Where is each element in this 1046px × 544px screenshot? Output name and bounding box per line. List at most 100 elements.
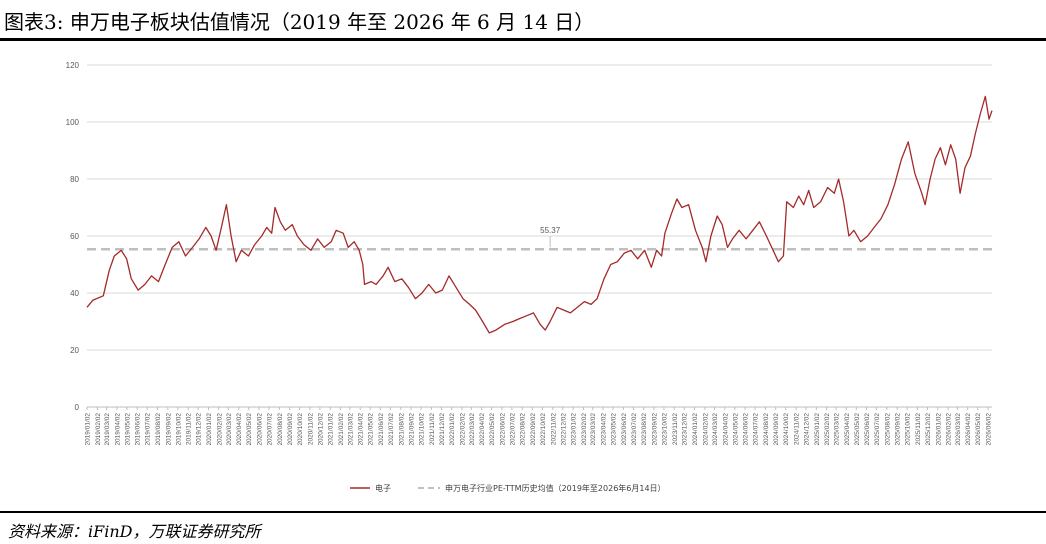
x-tick-label: 2020/07/02 bbox=[266, 413, 273, 446]
x-tick-label: 2024/04/02 bbox=[722, 413, 729, 446]
x-tick-label: 2021/03/02 bbox=[347, 413, 354, 446]
x-tick-label: 2022/02/02 bbox=[459, 413, 466, 446]
x-tick-label: 2024/03/02 bbox=[712, 413, 719, 446]
x-tick-label: 2021/05/02 bbox=[368, 413, 375, 446]
legend: 电子 申万电子行业PE-TTM历史均值（2019年至2026年6月14日） bbox=[350, 483, 666, 493]
x-tick-label: 2023/03/02 bbox=[590, 413, 597, 446]
x-tick-label: 2021/08/02 bbox=[398, 413, 405, 446]
x-tick-label: 2024/12/02 bbox=[804, 413, 811, 446]
x-tick-label: 2019/06/02 bbox=[135, 413, 142, 446]
x-tick-label: 2020/09/02 bbox=[287, 413, 294, 446]
x-tick-label: 2024/01/02 bbox=[692, 413, 699, 446]
x-tick-label: 2022/11/02 bbox=[550, 413, 557, 445]
legend-label-mean: 申万电子行业PE-TTM历史均值（2019年至2026年6月14日） bbox=[445, 483, 666, 493]
y-tick-label: 0 bbox=[75, 403, 80, 412]
y-tick-label: 100 bbox=[66, 118, 80, 127]
x-tick-label: 2019/08/02 bbox=[155, 413, 162, 446]
series-group: 55.37 bbox=[86, 95, 993, 334]
x-tick-label: 2020/04/02 bbox=[236, 413, 243, 446]
x-tick-label: 2024/10/02 bbox=[783, 413, 790, 446]
x-tick-label: 2022/10/02 bbox=[540, 413, 547, 446]
y-tick-label: 20 bbox=[70, 346, 79, 355]
x-tick-label: 2026/04/02 bbox=[965, 413, 972, 446]
x-tick-label: 2022/08/02 bbox=[520, 413, 527, 446]
gridlines bbox=[87, 64, 992, 408]
top-divider bbox=[0, 38, 1046, 41]
figure-title: 图表3: 申万电子板块估值情况（2019 年至 2026 年 6 月 14 日） bbox=[4, 10, 595, 34]
x-tick-label: 2023/05/02 bbox=[611, 413, 618, 446]
y-tick-label: 40 bbox=[70, 289, 79, 298]
x-tick-label: 2024/05/02 bbox=[732, 413, 739, 446]
x-tick-label: 2025/01/02 bbox=[814, 413, 821, 446]
x-tick-label: 2021/11/02 bbox=[429, 413, 436, 445]
x-tick-label: 2025/11/02 bbox=[915, 413, 922, 445]
x-tick-label: 2023/11/02 bbox=[672, 413, 679, 445]
x-tick-label: 2020/10/02 bbox=[297, 413, 304, 446]
x-tick-label: 2024/11/02 bbox=[794, 413, 801, 445]
x-tick-label: 2025/10/02 bbox=[905, 413, 912, 446]
x-tick-label: 2020/11/02 bbox=[307, 413, 314, 445]
x-tick-label: 2025/03/02 bbox=[833, 413, 840, 446]
x-tick-label: 2021/06/02 bbox=[378, 413, 385, 446]
x-tick-label: 2026/02/02 bbox=[946, 413, 953, 446]
x-tick-label: 2024/08/02 bbox=[763, 413, 770, 446]
legend-label-electronics: 电子 bbox=[375, 483, 391, 493]
x-tick-label: 2022/06/02 bbox=[499, 413, 506, 446]
electronics-pe-line bbox=[86, 95, 993, 334]
x-tick-label: 2022/01/02 bbox=[449, 413, 456, 446]
y-tick-label: 80 bbox=[70, 175, 79, 184]
x-tick-label: 2026/03/02 bbox=[955, 413, 962, 446]
y-tick-label: 60 bbox=[70, 232, 79, 241]
x-tick-label: 2020/03/02 bbox=[226, 413, 233, 446]
x-tick-label: 2022/04/02 bbox=[479, 413, 486, 446]
x-tick-label: 2025/05/02 bbox=[854, 413, 861, 446]
x-tick-label: 2021/01/02 bbox=[328, 413, 335, 446]
x-tick-label: 2023/09/02 bbox=[651, 413, 658, 446]
x-tick-label: 2023/04/02 bbox=[601, 413, 608, 446]
y-axis-ticks: 0 20 40 60 80 100 120 bbox=[66, 61, 80, 412]
x-tick-label: 2022/05/02 bbox=[489, 413, 496, 446]
x-tick-label: 2025/02/02 bbox=[824, 413, 831, 446]
x-tick-label: 2026/06/02 bbox=[986, 413, 993, 446]
x-tick-label: 2025/09/02 bbox=[895, 413, 902, 446]
x-tick-label: 2021/09/02 bbox=[409, 413, 416, 446]
x-tick-label: 2021/04/02 bbox=[358, 413, 365, 446]
x-tick-label: 2024/07/02 bbox=[753, 413, 760, 446]
x-tick-label: 2019/01/02 bbox=[85, 413, 92, 446]
y-tick-label: 120 bbox=[66, 61, 80, 70]
x-tick-label: 2019/11/02 bbox=[186, 413, 193, 445]
x-tick-label: 2020/02/02 bbox=[216, 413, 223, 446]
x-tick-label: 2024/09/02 bbox=[773, 413, 780, 446]
x-tick-label: 2023/01/02 bbox=[571, 413, 578, 446]
x-tick-label: 2023/12/02 bbox=[682, 413, 689, 446]
x-tick-label: 2023/10/02 bbox=[661, 413, 668, 446]
x-tick-label: 2022/07/02 bbox=[509, 413, 516, 446]
x-tick-label: 2025/07/02 bbox=[874, 413, 881, 446]
x-tick-label: 2025/06/02 bbox=[864, 413, 871, 446]
x-tick-label: 2020/08/02 bbox=[277, 413, 284, 446]
x-tick-label: 2020/06/02 bbox=[257, 413, 264, 446]
x-tick-label: 2020/05/02 bbox=[246, 413, 253, 446]
x-tick-label: 2023/08/02 bbox=[641, 413, 648, 446]
x-tick-label: 2020/01/02 bbox=[206, 413, 213, 446]
bottom-divider bbox=[0, 511, 1046, 513]
x-tick-label: 2019/12/02 bbox=[196, 413, 203, 446]
x-axis-ticks: 2019/01/02 2019/02/02 2019/03/02 2019/04/02… bbox=[85, 407, 993, 446]
x-tick-label: 2024/06/02 bbox=[743, 413, 750, 446]
x-tick-label: 2024/02/02 bbox=[702, 413, 709, 446]
x-tick-label: 2025/04/02 bbox=[844, 413, 851, 446]
x-tick-label: 2022/12/02 bbox=[560, 413, 567, 446]
x-tick-label: 2019/07/02 bbox=[145, 413, 152, 446]
x-tick-label: 2021/12/02 bbox=[439, 413, 446, 446]
x-tick-label: 2023/06/02 bbox=[621, 413, 628, 446]
x-tick-label: 2019/09/02 bbox=[165, 413, 172, 446]
x-tick-label: 2026/01/02 bbox=[935, 413, 942, 446]
x-tick-label: 2022/09/02 bbox=[530, 413, 537, 446]
x-tick-label: 2021/02/02 bbox=[338, 413, 345, 446]
x-tick-label: 2019/03/02 bbox=[104, 413, 111, 446]
x-tick-label: 2019/10/02 bbox=[175, 413, 182, 446]
x-tick-label: 2025/12/02 bbox=[925, 413, 932, 446]
x-tick-label: 2021/07/02 bbox=[388, 413, 395, 446]
x-tick-label: 2025/08/02 bbox=[884, 413, 891, 446]
pe-chart: 0 20 40 60 80 100 120 2019/01/02 2019/02/02 2019… bbox=[66, 61, 993, 493]
